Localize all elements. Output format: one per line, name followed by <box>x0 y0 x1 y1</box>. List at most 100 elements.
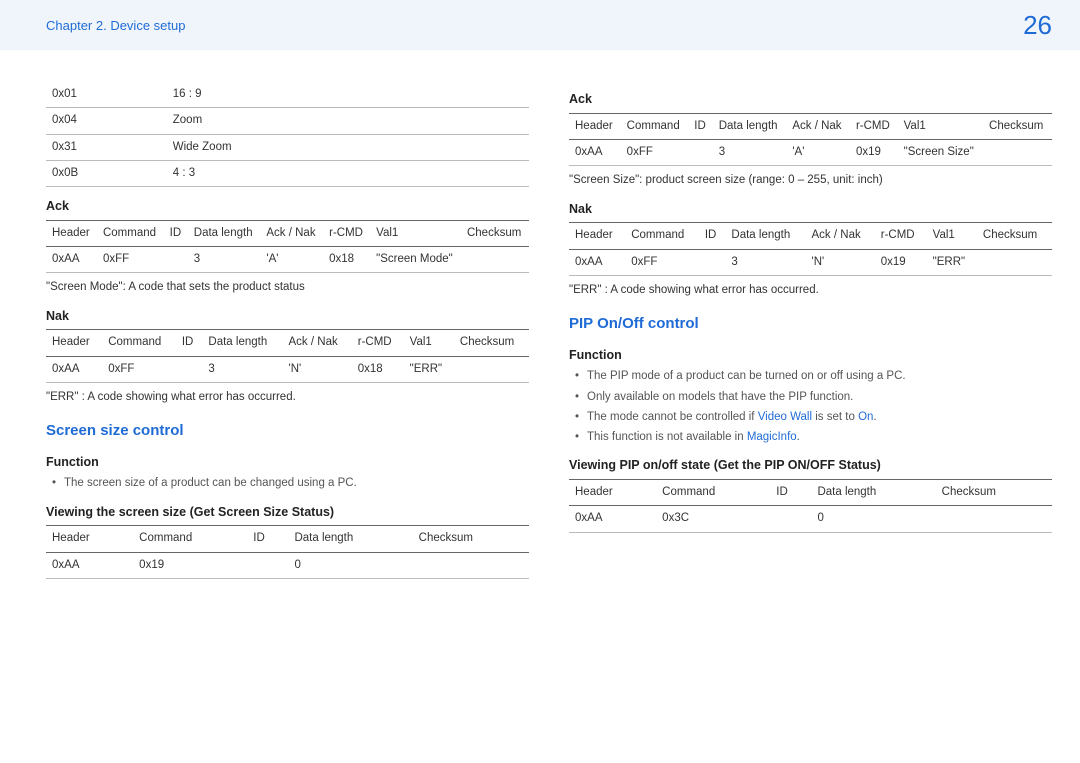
ack-note-right: "Screen Size": product screen size (rang… <box>569 172 1052 189</box>
pip-title: PIP On/Off control <box>569 313 1052 336</box>
col-header: Checksum <box>461 220 529 246</box>
nak-note-right: "ERR" : A code showing what error has oc… <box>569 282 1052 299</box>
ack-table: Header Command ID Data length Ack / Nak … <box>46 220 529 274</box>
col-header: Command <box>97 220 164 246</box>
pip-viewing-table: Header Command ID Data length Checksum 0… <box>569 479 1052 533</box>
col-header: Ack / Nak <box>786 113 850 139</box>
pip-bullets: The PIP mode of a product can be turned … <box>569 368 1052 446</box>
col-header: Command <box>625 223 699 249</box>
col-header: Ack / Nak <box>806 223 875 249</box>
cell: 0x19 <box>133 552 247 578</box>
col-header: Checksum <box>413 526 529 552</box>
col-header: Header <box>569 113 621 139</box>
values-table: 0x0116 : 9 0x04Zoom 0x31Wide Zoom 0x0B4 … <box>46 82 529 187</box>
page: Chapter 2. Device setup 26 0x0116 : 9 0x… <box>0 0 1080 763</box>
table-row: 0xAA 0xFF 3 'N' 0x18 "ERR" <box>46 356 529 382</box>
col-header: Command <box>621 113 689 139</box>
cell: 3 <box>202 356 282 382</box>
bullet: Only available on models that have the P… <box>575 389 1052 406</box>
bullet: The mode cannot be controlled if Video W… <box>575 409 1052 426</box>
cell <box>461 247 529 273</box>
cell: "ERR" <box>927 249 977 275</box>
table-row: 0xAA 0xFF 3 'N' 0x19 "ERR" <box>569 249 1052 275</box>
cell <box>176 356 203 382</box>
cell: 0xFF <box>102 356 176 382</box>
col-header: ID <box>164 220 188 246</box>
pip-viewing-label: Viewing PIP on/off state (Get the PIP ON… <box>569 456 1052 475</box>
nak-title-right: Nak <box>569 200 1052 219</box>
table-row: 0xAA 0x3C 0 <box>569 506 1052 532</box>
cell: 0xFF <box>97 247 164 273</box>
cell <box>247 552 288 578</box>
chapter-label: Chapter 2. Device setup <box>46 18 185 33</box>
col-header: ID <box>688 113 712 139</box>
cell: 'N' <box>283 356 352 382</box>
col-header: Command <box>133 526 247 552</box>
cell: 0xAA <box>46 552 133 578</box>
cell: 3 <box>188 247 261 273</box>
col-header: Data length <box>811 480 935 506</box>
col-header: Ack / Nak <box>283 330 352 356</box>
cell: 16 : 9 <box>167 82 529 108</box>
left-column: 0x0116 : 9 0x04Zoom 0x31Wide Zoom 0x0B4 … <box>46 80 529 585</box>
cell: 0xAA <box>569 506 656 532</box>
cell: 0xFF <box>621 140 689 166</box>
cell: 4 : 3 <box>167 160 529 186</box>
viewing-label: Viewing the screen size (Get Screen Size… <box>46 503 529 522</box>
col-header: Data length <box>288 526 412 552</box>
content: 0x0116 : 9 0x04Zoom 0x31Wide Zoom 0x0B4 … <box>0 50 1080 585</box>
cell: 'N' <box>806 249 875 275</box>
cell: 0xAA <box>569 140 621 166</box>
cell <box>164 247 188 273</box>
table-row: 0x0B4 : 3 <box>46 160 529 186</box>
cell: 0x18 <box>352 356 404 382</box>
cell: 0xAA <box>569 249 625 275</box>
col-header: r-CMD <box>352 330 404 356</box>
text: . <box>873 411 876 423</box>
function-label-right: Function <box>569 346 1052 365</box>
cell <box>983 140 1052 166</box>
cell <box>699 249 726 275</box>
cell: 0x01 <box>46 82 167 108</box>
cell: 0x19 <box>875 249 927 275</box>
ack-note: "Screen Mode": A code that sets the prod… <box>46 279 529 296</box>
page-number: 26 <box>1023 10 1052 41</box>
cell: 'A' <box>260 247 323 273</box>
table-row: 0xAA 0xFF 3 'A' 0x18 "Screen Mode" <box>46 247 529 273</box>
cell: 0 <box>288 552 412 578</box>
cell: 0x04 <box>46 108 167 134</box>
bullet: The screen size of a product can be chan… <box>52 475 529 492</box>
nak-note: "ERR" : A code showing what error has oc… <box>46 389 529 406</box>
table-row: 0x04Zoom <box>46 108 529 134</box>
function-label: Function <box>46 453 529 472</box>
col-header: Checksum <box>983 113 1052 139</box>
ack-title-right: Ack <box>569 90 1052 109</box>
cell: 0x19 <box>850 140 898 166</box>
col-header: ID <box>699 223 726 249</box>
col-header: Command <box>656 480 770 506</box>
cell: "ERR" <box>404 356 454 382</box>
cell <box>454 356 529 382</box>
cell: 0 <box>811 506 935 532</box>
col-header: ID <box>770 480 811 506</box>
page-header: Chapter 2. Device setup 26 <box>0 0 1080 50</box>
cell: 0xAA <box>46 247 97 273</box>
viewing-table: Header Command ID Data length Checksum 0… <box>46 525 529 579</box>
screen-size-title: Screen size control <box>46 420 529 443</box>
cell: 0x3C <box>656 506 770 532</box>
col-header: Header <box>46 220 97 246</box>
col-header: r-CMD <box>323 220 370 246</box>
col-header: Command <box>102 330 176 356</box>
cell: 0xAA <box>46 356 102 382</box>
cell <box>413 552 529 578</box>
col-header: ID <box>176 330 203 356</box>
ack-title: Ack <box>46 197 529 216</box>
right-column: Ack Header Command ID Data length Ack / … <box>569 80 1052 585</box>
col-header: r-CMD <box>850 113 898 139</box>
col-header: Data length <box>202 330 282 356</box>
col-header: Header <box>46 330 102 356</box>
col-header: Checksum <box>977 223 1052 249</box>
table-row: 0xAA 0xFF 3 'A' 0x19 "Screen Size" <box>569 140 1052 166</box>
col-header: Data length <box>713 113 787 139</box>
col-header: r-CMD <box>875 223 927 249</box>
